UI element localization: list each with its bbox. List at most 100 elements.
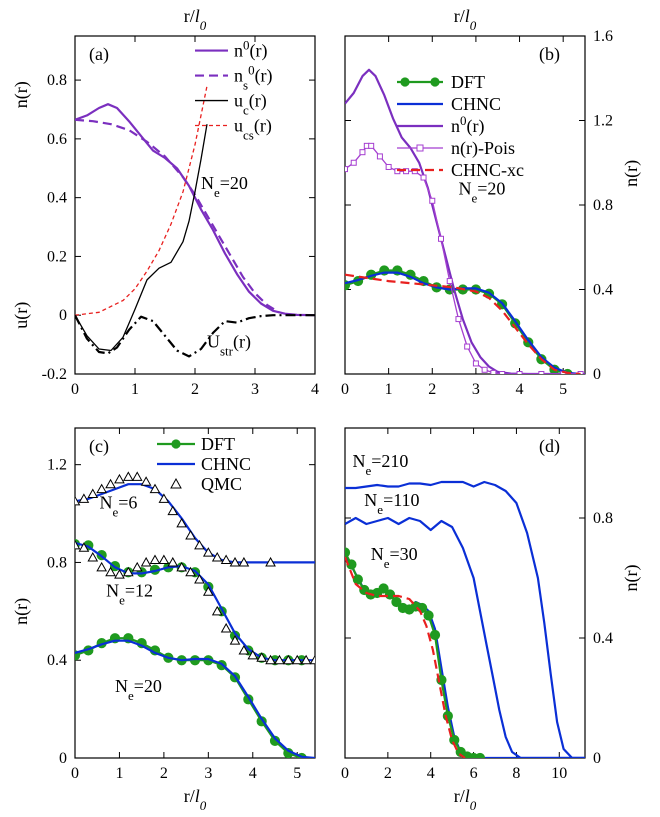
annotation-ustr-part: U <box>207 332 220 352</box>
annotation-ne210: Ne=210 <box>353 451 409 478</box>
dft-point <box>474 752 486 758</box>
x-axis-label: r/l0 <box>454 786 477 813</box>
annotation-ne30-part: N <box>371 544 384 564</box>
qmc-point <box>291 654 303 665</box>
qmc-point <box>220 622 232 633</box>
annotation-ne-part: N <box>458 178 471 198</box>
y-axis-label: n(r) <box>621 160 642 187</box>
annotation-ne-part: e <box>471 190 477 205</box>
legend-label-part: 0 <box>248 62 255 77</box>
legend-label-n0-rich-part: (r) <box>467 116 485 137</box>
annotation-ustr-part: (r) <box>233 332 251 353</box>
qmc-point <box>185 530 196 540</box>
series-line-dft <box>345 551 480 758</box>
pois-point <box>345 166 348 173</box>
legend-label-part: (r) <box>255 66 273 87</box>
series-line-ustr-r- <box>75 314 315 358</box>
x-axis-label-top-part: 0 <box>470 18 477 33</box>
annotation-ne: Ne=20 <box>201 173 248 200</box>
qmc-point <box>149 483 161 494</box>
pois-point <box>429 197 436 204</box>
legend-label-pois: n(r)-Pois <box>451 138 515 159</box>
annotation-ne30-part: =30 <box>389 544 417 564</box>
annotation-ne-part: =20 <box>220 173 248 193</box>
annotation-ne210-part: =210 <box>371 451 408 471</box>
series-line-n0-r- <box>345 68 585 374</box>
plot-frame <box>74 427 316 759</box>
legend-label-part: (r) <box>254 116 272 137</box>
pois-point <box>516 371 523 374</box>
x-axis-label-top-part: l <box>195 6 200 26</box>
x-tick-label: 4 <box>311 381 319 398</box>
y-tick-label: 0.8 <box>593 197 613 214</box>
legend-label-n0-rich-part: n <box>451 116 460 136</box>
y-tick-label: 0.4 <box>47 190 67 207</box>
y-axis-label: n(r) <box>621 565 642 592</box>
annotation-ne110-part: N <box>364 490 377 510</box>
qmc-point <box>265 556 276 567</box>
series-line-chnc-xc <box>345 556 466 758</box>
legend-label-part: n <box>234 41 243 61</box>
series-line-chnc <box>345 480 585 758</box>
x-axis-label-top: r/l0 <box>184 6 207 33</box>
qmc-point <box>96 561 108 572</box>
qmc-point <box>202 547 214 557</box>
x-tick-label: 5 <box>293 765 301 782</box>
qmc-point <box>75 539 81 550</box>
annotation-ne12-part: N <box>106 581 119 601</box>
x-axis-label-part: r/ <box>184 786 195 806</box>
y-tick-label: 0 <box>59 307 67 324</box>
qmc-point <box>211 552 223 562</box>
qmc-point <box>105 566 116 577</box>
series-group <box>75 85 315 358</box>
qmc-point <box>78 493 90 503</box>
x-tick-label: 1 <box>131 381 139 398</box>
pois-point <box>577 371 584 374</box>
y-tick-label: 1.2 <box>47 457 67 474</box>
series-line-ns0-r- <box>75 118 280 314</box>
panel-tag: (c) <box>89 436 109 457</box>
pois-point <box>411 168 418 175</box>
annotation-ne6-part: e <box>112 504 118 519</box>
qmc-point <box>300 654 312 665</box>
pois-point <box>464 343 471 350</box>
legend-label-part: c <box>243 102 249 117</box>
annotation-ne20: Ne=20 <box>115 676 162 703</box>
x-axis-label-part: r/ <box>454 786 465 806</box>
y-tick-label: 1.2 <box>593 113 613 130</box>
annotation-ne210-part: e <box>366 463 372 478</box>
x-axis-label-top-part: r/ <box>454 6 465 26</box>
series-group <box>345 480 585 758</box>
annotation-ne-part: =20 <box>477 178 505 198</box>
x-axis-label-top-part: r/ <box>184 6 195 26</box>
series-line-n0-r- <box>75 103 315 317</box>
x-tick-label: 4 <box>516 381 524 398</box>
legend-label-chnc: CHNC <box>451 94 501 114</box>
pois-point <box>499 371 506 374</box>
legend-marker-pois <box>416 144 424 152</box>
pois-point <box>481 366 488 373</box>
y-tick-label: 0.4 <box>47 652 67 669</box>
x-axis-label-part: l <box>465 786 470 806</box>
series-line-chnc-xc <box>345 273 581 374</box>
annotation-ustr: Ustr(r) <box>207 332 251 359</box>
x-axis-label-part: 0 <box>470 798 477 813</box>
qmc-point <box>202 586 214 596</box>
qmc-point <box>194 539 205 550</box>
pois-point <box>403 168 410 175</box>
x-tick-label: 3 <box>204 765 212 782</box>
x-axis-label-top: r/l0 <box>454 6 477 33</box>
legend-label: ucs(r) <box>234 116 272 143</box>
legend-label-chnc: CHNC <box>201 454 251 474</box>
annotation-ne20-part: N <box>115 676 128 696</box>
y-tick-label: -0.2 <box>42 366 67 383</box>
qmc-point <box>176 561 188 572</box>
legend-label-n0-rich-part: 0 <box>460 113 467 128</box>
pois-point <box>350 159 357 166</box>
annotation-ne30: Ne=30 <box>371 544 418 571</box>
legend-label: n0(r) <box>234 37 267 62</box>
pois-point <box>368 142 375 149</box>
annotation-ne20-part: =20 <box>134 676 162 696</box>
x-axis-label-part: l <box>195 786 200 806</box>
